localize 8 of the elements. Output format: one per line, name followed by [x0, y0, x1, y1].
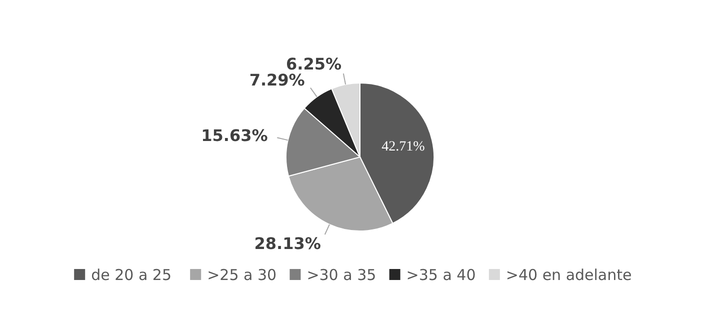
data-label: 42.71%	[382, 139, 426, 154]
legend-label: >40 en adelante	[506, 266, 632, 284]
legend-label: >25 a 30	[207, 266, 277, 284]
legend-label: >30 a 35	[306, 266, 376, 284]
legend-label: >35 a 40	[406, 266, 476, 284]
legend-label: de 20 a 25	[91, 266, 172, 284]
data-label: 28.13%	[254, 234, 321, 253]
data-label: 15.63%	[201, 126, 268, 145]
